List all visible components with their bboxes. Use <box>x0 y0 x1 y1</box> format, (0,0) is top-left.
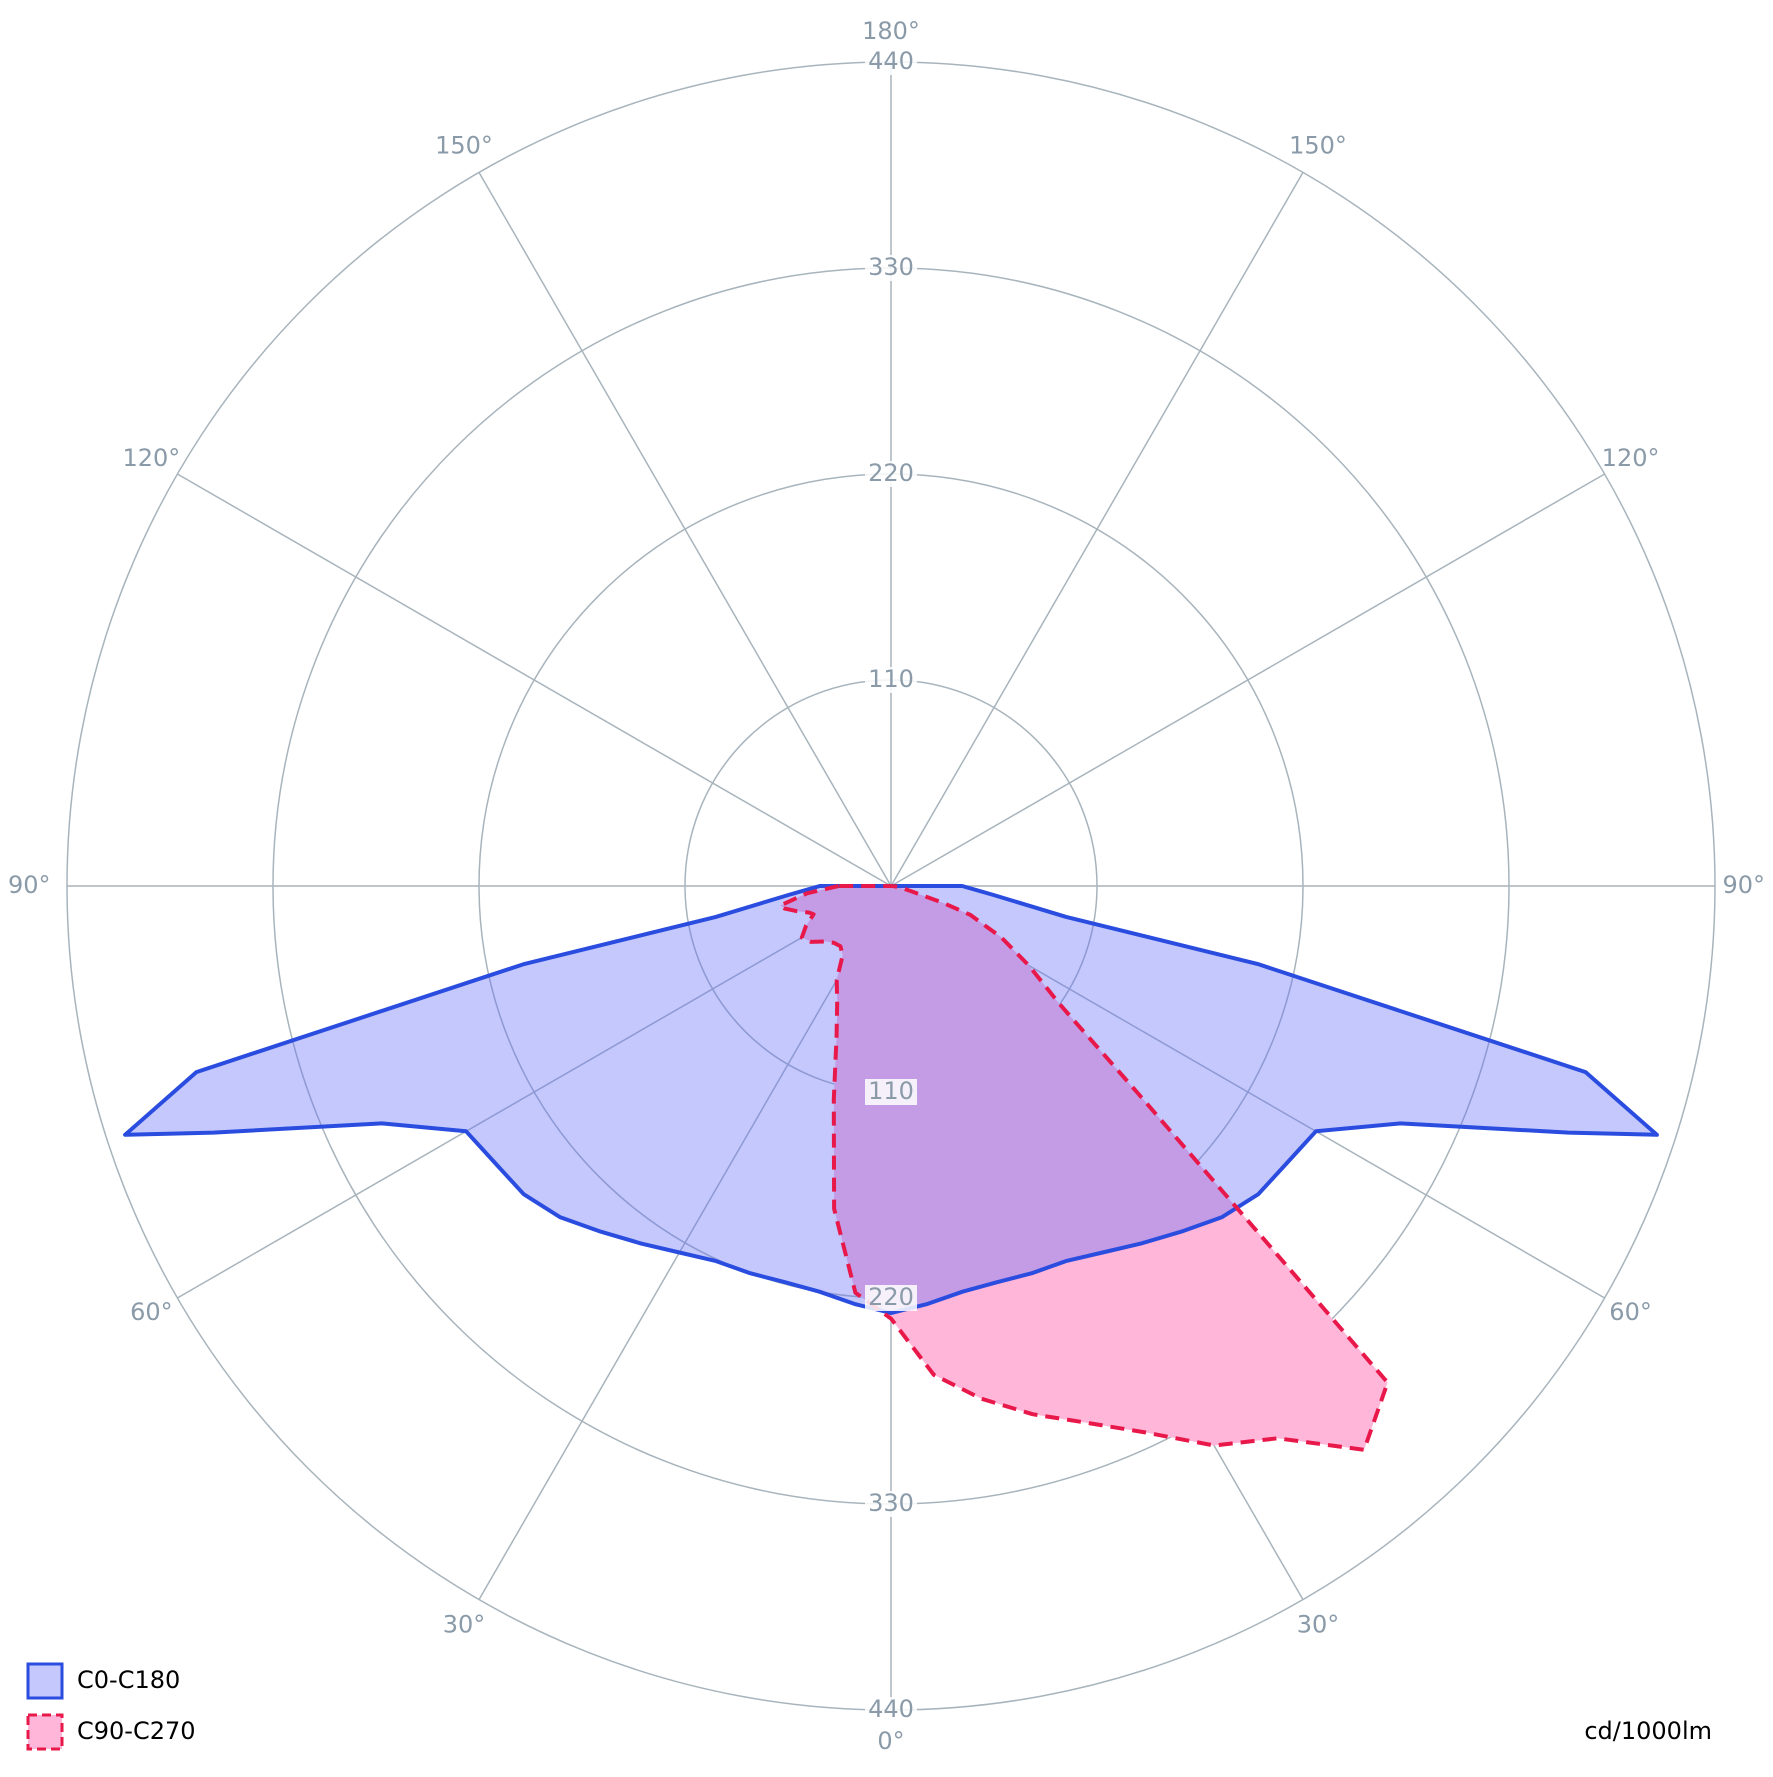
angle-label: 150° <box>1289 131 1347 159</box>
legend-label: C0-C180 <box>77 1666 180 1694</box>
legend-label: C90-C270 <box>77 1717 196 1745</box>
ring-label-bg <box>865 1079 917 1105</box>
ring-label: 440 <box>868 47 914 75</box>
ring-label-bg <box>865 667 917 693</box>
legend-swatch <box>26 1713 64 1751</box>
ring-label-bg <box>865 255 917 281</box>
ring-label-bg <box>865 1491 917 1517</box>
angle-label: 120° <box>123 444 181 472</box>
angle-label: 60° <box>1609 1298 1652 1326</box>
unit-label: cd/1000lm <box>1584 1717 1712 1745</box>
ring-label: 440 <box>868 1695 914 1723</box>
angle-label: 0° <box>877 1727 904 1755</box>
ring-label: 220 <box>868 1283 914 1311</box>
ring-label: 110 <box>868 665 914 693</box>
labels: 0° 30° 30° 60° 60° 90° 90° 120° 120° 150° 150° 180°… <box>8 17 1765 1755</box>
angle-label: 90° <box>1722 871 1765 899</box>
ring-label: 330 <box>868 1489 914 1517</box>
angle-label: 120° <box>1602 444 1660 472</box>
area <box>780 886 1388 1450</box>
ring-label: 110 <box>868 1077 914 1105</box>
ring-label-bg <box>865 1697 917 1723</box>
angle-label: 180° <box>862 17 920 45</box>
legend-swatch <box>26 1662 64 1700</box>
grid <box>66 61 1716 1711</box>
angle-label: 60° <box>130 1298 173 1326</box>
angle-label: 90° <box>8 871 51 899</box>
ring-label-bg <box>865 1285 917 1311</box>
ring-label-bg <box>865 461 917 487</box>
angle-label: 30° <box>443 1611 486 1639</box>
angle-label: 30° <box>1297 1611 1340 1639</box>
angle-label: 150° <box>435 131 493 159</box>
ring-label-bg <box>865 49 917 75</box>
ring-label: 220 <box>868 459 914 487</box>
ring-label: 330 <box>868 253 914 281</box>
